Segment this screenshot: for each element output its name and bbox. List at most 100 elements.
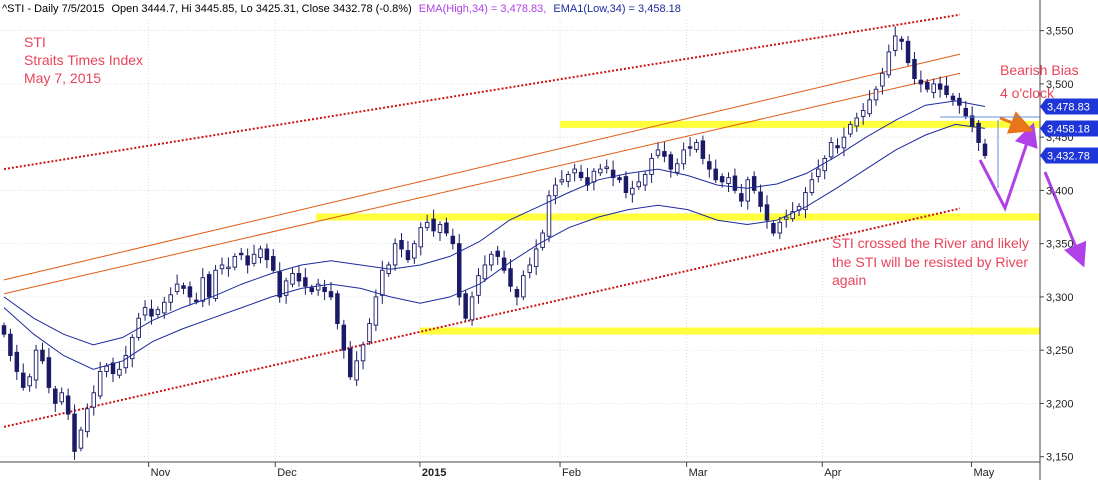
- candle-body: [771, 222, 776, 234]
- candle-body: [751, 176, 757, 191]
- candle-body: [501, 257, 507, 271]
- candle-body: [521, 275, 526, 298]
- candle-body: [91, 392, 97, 408]
- candle-body: [149, 308, 154, 317]
- candle-body: [405, 250, 411, 261]
- candle-body: [860, 110, 866, 117]
- candle-body: [399, 240, 404, 250]
- candle-body: [514, 289, 520, 298]
- ema-lines: [3, 100, 986, 370]
- candle-body: [598, 168, 603, 174]
- candle-body: [950, 95, 956, 101]
- candle-body: [610, 169, 616, 179]
- candle-body: [226, 266, 231, 270]
- candle-body: [591, 170, 597, 183]
- candle-body: [277, 271, 282, 298]
- candle-body: [72, 413, 77, 452]
- candle-body: [540, 232, 545, 248]
- candle-body: [322, 286, 327, 293]
- candle-body: [129, 336, 135, 360]
- candle-body: [33, 349, 39, 381]
- candle-body: [565, 173, 571, 182]
- candle-body: [816, 168, 821, 178]
- arrow-purple-zigzag: [978, 122, 1038, 212]
- candle-body: [777, 221, 783, 234]
- candle-body: [168, 294, 173, 303]
- candle-body: [251, 253, 257, 264]
- candle-body: [925, 81, 930, 90]
- title-line-3: May 7, 2015: [24, 70, 101, 86]
- candle-body: [123, 355, 129, 369]
- candle-body: [790, 211, 795, 220]
- candle-body: [880, 72, 885, 87]
- candle-body: [335, 293, 340, 324]
- candle-body: [489, 253, 494, 266]
- candle-body: [380, 269, 385, 296]
- candle-body: [976, 122, 981, 143]
- chart-header: ^STI - Daily 7/5/2015 Open 3444.7, Hi 34…: [2, 3, 681, 15]
- candle-body: [360, 344, 366, 362]
- candle-body: [559, 179, 565, 183]
- candle-body: [931, 83, 936, 93]
- candle-body: [828, 142, 834, 158]
- candle-body: [303, 277, 308, 287]
- candle-body: [392, 243, 398, 266]
- candle-body: [867, 99, 872, 115]
- candle-body: [104, 365, 109, 372]
- channel-mid-line-2: [3, 53, 961, 281]
- candle-body: [822, 158, 827, 172]
- candle-body: [854, 117, 860, 127]
- candle-body: [482, 264, 488, 280]
- candle-body: [181, 285, 186, 289]
- x-axis: Nov Dec 2015 Feb Mar Apr May: [0, 461, 1040, 479]
- candle-body: [213, 269, 218, 299]
- candle-body: [758, 191, 763, 207]
- candle-body: [585, 177, 590, 186]
- candle-body: [937, 83, 943, 90]
- candle-body: [206, 274, 212, 298]
- price-tag: [1040, 120, 1098, 137]
- candle-body: [668, 154, 674, 170]
- y-tick-label: 3,250: [1046, 345, 1074, 357]
- candle-body: [97, 371, 103, 397]
- candle-body: [187, 286, 193, 298]
- candle-body: [809, 179, 815, 193]
- x-tick-label: 2015: [422, 467, 446, 479]
- candle-body: [905, 40, 911, 64]
- candle-body: [437, 224, 443, 233]
- trend-channels: [3, 13, 961, 428]
- candle-body: [835, 145, 840, 149]
- y-tick-label: 3,200: [1046, 398, 1074, 410]
- candle-body: [283, 280, 289, 296]
- candle-body: [53, 388, 58, 404]
- ema-low-line: [3, 123, 986, 370]
- candle-body: [713, 168, 718, 181]
- candle-body: [8, 333, 13, 356]
- candle-body: [764, 204, 770, 221]
- candle-body: [258, 248, 263, 258]
- candle-body: [642, 173, 648, 186]
- header-ohlc: Open 3444.7, Hi 3445.85, Lo 3425.31, Clo…: [111, 3, 411, 15]
- price-tag: [1040, 147, 1098, 164]
- candle-body: [604, 166, 609, 169]
- y-axis: 3,1503,2003,2503,3003,3503,4003,4503,500…: [1039, 0, 1074, 480]
- candle-body: [1, 325, 7, 335]
- candle-body: [117, 368, 122, 376]
- candle-body: [456, 243, 462, 298]
- comment-line-2: the STI will be resisted by River: [832, 254, 1028, 270]
- candle-body: [290, 273, 295, 285]
- candle-body: [238, 252, 244, 256]
- arrow-orange: [999, 111, 1034, 134]
- candle-body: [444, 222, 449, 234]
- candle-body: [873, 88, 879, 101]
- x-tick-label: Apr: [824, 467, 841, 479]
- candle-body: [328, 291, 334, 298]
- arrow-purple-down: [1043, 171, 1087, 268]
- comment-line-3: again: [832, 272, 866, 288]
- y-tick-label: 3,350: [1046, 239, 1074, 251]
- candle-body: [783, 216, 789, 220]
- candle-body: [463, 293, 468, 319]
- header-separator: -: [27, 3, 34, 15]
- candle-body: [803, 192, 808, 211]
- title-annotation: STI Straits Times Index May 7, 2015: [24, 34, 147, 86]
